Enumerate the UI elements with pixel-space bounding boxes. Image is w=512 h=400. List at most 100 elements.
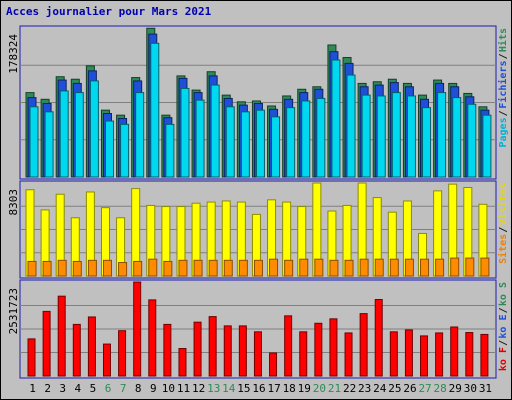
bar-pages-day-12 <box>195 99 205 178</box>
bar-kof-day-4 <box>72 323 81 377</box>
bar-sites-day-6 <box>102 259 112 277</box>
bar-pages-day-30 <box>467 103 477 178</box>
bar-pages-day-8 <box>135 92 145 178</box>
bar-kof-day-29 <box>450 326 459 377</box>
x-tick-label-day-29: 29 <box>449 382 462 395</box>
panel-1-max-label: 178324 <box>7 34 20 74</box>
x-tick-label-day-1: 1 <box>29 382 36 395</box>
bar-pages-day-19 <box>301 100 311 178</box>
bar-sites-day-27 <box>420 258 430 277</box>
bar-pages-day-15 <box>240 111 250 178</box>
bar-pages-day-4 <box>74 92 84 178</box>
bar-pages-day-16 <box>255 109 265 178</box>
bar-sites-day-11 <box>178 259 188 277</box>
bar-sites-day-8 <box>133 260 143 277</box>
bar-kof-day-5 <box>87 316 96 377</box>
x-tick-label-day-5: 5 <box>90 382 97 395</box>
x-tick-label-day-15: 15 <box>237 382 250 395</box>
x-tick-label-day-27: 27 <box>418 382 431 395</box>
panel-3-legend-item: ko S <box>498 282 509 306</box>
panel-2-legend-item: Sites <box>497 234 509 264</box>
bar-kof-day-16 <box>253 331 262 377</box>
bar-sites-day-24 <box>374 258 384 277</box>
bar-kof-day-24 <box>374 299 383 377</box>
bar-kof-day-27 <box>420 335 429 377</box>
bar-pages-day-1 <box>29 106 39 178</box>
bar-pages-day-14 <box>225 106 235 178</box>
panel-3-max-label: 2531723 <box>7 288 20 334</box>
bar-kof-day-15 <box>238 325 247 377</box>
bar-kof-day-21 <box>329 318 338 377</box>
bar-sites-day-7 <box>118 262 128 277</box>
bar-sites-day-20 <box>314 258 324 277</box>
bar-sites-day-26 <box>404 258 414 277</box>
x-tick-label-day-14: 14 <box>222 382 236 395</box>
bar-kof-day-23 <box>359 313 368 377</box>
x-tick-label-day-25: 25 <box>388 382 401 395</box>
bar-kof-day-25 <box>389 331 398 377</box>
bar-kof-day-28 <box>435 332 444 377</box>
bar-pages-day-21 <box>331 59 341 178</box>
bar-pages-day-22 <box>346 74 356 178</box>
bar-sites-day-3 <box>57 259 67 277</box>
bar-kof-day-18 <box>284 315 293 377</box>
bar-pages-day-18 <box>286 107 296 178</box>
bar-kof-day-26 <box>404 329 413 377</box>
bar-sites-day-14 <box>223 259 233 277</box>
bar-kof-day-13 <box>208 316 217 377</box>
x-tick-label-day-28: 28 <box>434 382 447 395</box>
x-tick-label-day-3: 3 <box>59 382 66 395</box>
bar-pages-day-2 <box>44 111 54 178</box>
bar-pages-day-27 <box>422 107 432 178</box>
x-tick-label-day-23: 23 <box>358 382 371 395</box>
panel-1-legend-item: Pages <box>498 117 509 147</box>
bar-pages-day-29 <box>452 97 462 178</box>
x-tick-label-day-17: 17 <box>267 382 280 395</box>
bar-sites-day-25 <box>389 258 399 277</box>
bar-sites-day-4 <box>72 260 82 277</box>
x-tick-label-day-26: 26 <box>403 382 416 395</box>
x-tick-label-day-19: 19 <box>298 382 311 395</box>
bar-kof-day-8 <box>133 281 142 377</box>
bar-sites-day-5 <box>87 259 97 277</box>
bar-kof-day-2 <box>42 310 51 377</box>
bar-pages-day-31 <box>482 114 492 178</box>
bar-pages-day-6 <box>104 120 114 178</box>
bar-sites-day-15 <box>238 259 248 277</box>
bar-kof-day-22 <box>344 332 353 377</box>
bar-pages-day-23 <box>361 94 371 178</box>
bar-kof-day-14 <box>223 325 232 377</box>
bar-sites-day-12 <box>193 259 203 277</box>
panel-1-legend-item: Hits <box>497 28 509 52</box>
x-tick-label-day-30: 30 <box>464 382 477 395</box>
panel-2-max-label: 8303 <box>7 189 20 216</box>
x-tick-label-day-4: 4 <box>75 382 82 395</box>
panel-2-legend-item: Visites <box>497 183 509 225</box>
bar-kof-day-1 <box>27 338 36 377</box>
bar-pages-day-25 <box>391 92 401 178</box>
bar-sites-day-22 <box>344 259 354 277</box>
x-tick-label-day-2: 2 <box>44 382 51 395</box>
bar-kof-day-12 <box>193 321 202 377</box>
panel-2-legend-item: / <box>498 227 509 233</box>
x-tick-label-day-6: 6 <box>105 382 112 395</box>
bar-pages-day-9 <box>150 42 160 178</box>
x-tick-label-day-24: 24 <box>373 382 387 395</box>
bar-kof-day-30 <box>465 332 474 377</box>
panel-1-legend-item: / <box>498 53 509 59</box>
bar-pages-day-5 <box>89 80 99 178</box>
panel-3-legend-item: / <box>498 340 509 346</box>
x-tick-label-day-11: 11 <box>177 382 190 395</box>
bar-sites-day-28 <box>435 258 445 277</box>
x-tick-label-day-16: 16 <box>252 382 265 395</box>
bar-kof-day-11 <box>178 348 187 377</box>
x-tick-label-day-12: 12 <box>192 382 205 395</box>
bar-kof-day-17 <box>269 352 278 377</box>
bar-kof-day-9 <box>148 299 157 377</box>
bar-pages-day-26 <box>406 95 416 178</box>
bar-kof-day-6 <box>102 343 111 377</box>
panel-1-legend-item: / <box>498 110 509 116</box>
x-tick-label-day-31: 31 <box>479 382 492 395</box>
bar-pages-day-13 <box>210 84 220 178</box>
